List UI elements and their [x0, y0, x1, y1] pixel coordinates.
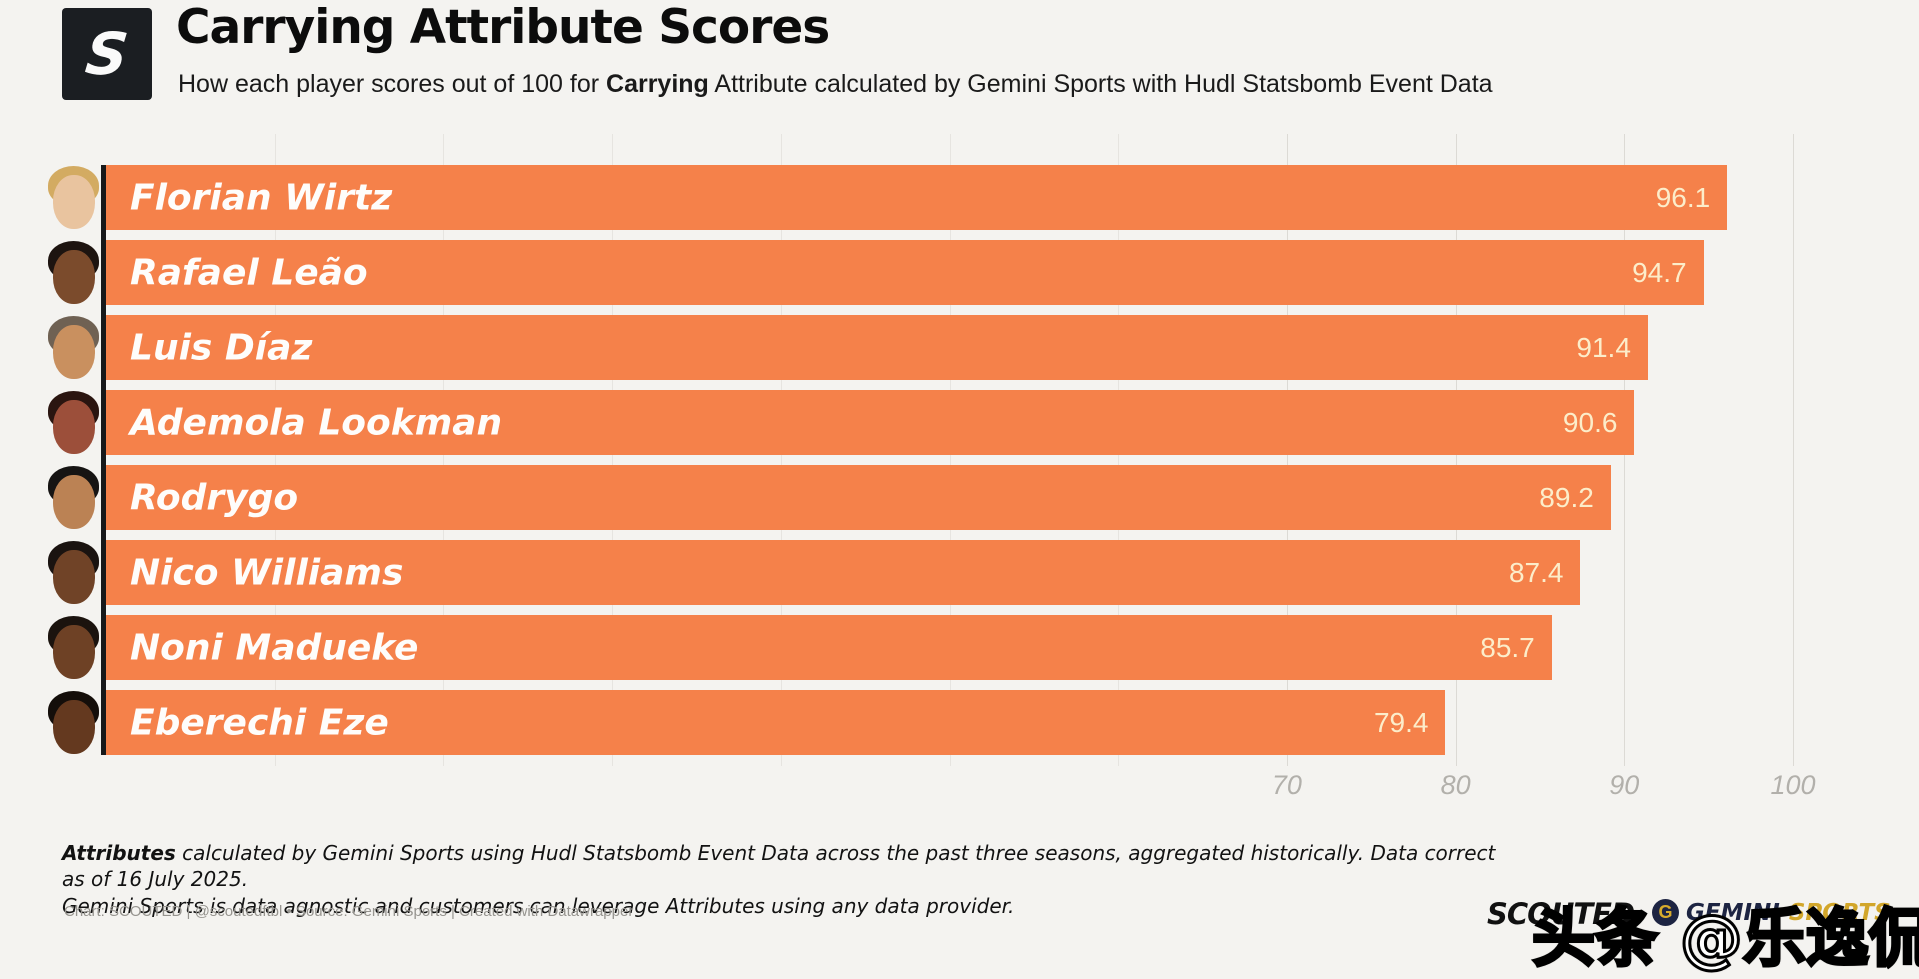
x-tick-label: 70 [1271, 770, 1302, 800]
x-tick-label: 80 [1440, 770, 1471, 800]
x-tick-label: 90 [1609, 770, 1640, 800]
scouted-logo-square: S [62, 8, 152, 100]
player-score-value: 90.6 [1562, 406, 1618, 438]
player-avatar [44, 241, 104, 307]
player-score-value: 91.4 [1576, 331, 1631, 363]
player-score-value: 94.7 [1632, 256, 1687, 288]
player-avatar [44, 541, 104, 607]
player-name-label: Rafael Leão [130, 252, 368, 293]
player-avatar [44, 316, 104, 382]
gemini-logo-name: GEMINI [1686, 899, 1780, 926]
player-avatar [44, 466, 104, 532]
player-name-label: Eberechi Eze [130, 702, 389, 743]
player-name-label: Rodrygo [130, 477, 299, 518]
player-avatar-face [53, 249, 95, 304]
player-score-value: 85.7 [1480, 631, 1535, 663]
player-score-value: 96.1 [1655, 181, 1711, 213]
score-bar: Luis Díaz 91.4 [106, 315, 1648, 380]
player-name-label: Florian Wirtz [130, 177, 393, 218]
player-name-label: Noni Madueke [130, 627, 419, 668]
bar-chart-plot: 70 80 90 100 Florian Wirtz 96.1 Rafael Leão… [0, 128, 1919, 808]
score-bar: Eberechi Eze 79.4 [106, 690, 1446, 755]
player-avatar-face [53, 549, 95, 604]
chart-subtitle: How each player scores out of 100 for Ca… [178, 70, 1493, 99]
player-avatar-face [53, 399, 95, 454]
score-bar: Noni Madueke 85.7 [106, 615, 1552, 680]
score-bar: Rafael Leão 94.7 [106, 240, 1704, 305]
gridline-100 [1793, 134, 1794, 766]
subtitle-prefix: How each player scores out of 100 for [178, 70, 607, 98]
x-tick-label: 100 [1770, 770, 1816, 800]
scouted-wordmark-logo: SCOUTED [1487, 897, 1635, 931]
player-name-label: Luis Díaz [130, 327, 313, 368]
page-title: Carrying Attribute Scores [176, 0, 830, 55]
toutiao-watermark: 头条 @乐逸侃球 [1531, 901, 1919, 977]
player-avatar-face [53, 324, 95, 379]
player-score-value: 79.4 [1373, 706, 1429, 738]
player-avatar-face [53, 474, 95, 529]
footnote-line-1: Attributes calculated by Gemini Sports u… [62, 840, 1522, 893]
subtitle-keyword: Carrying [606, 70, 709, 98]
player-score-value: 87.4 [1508, 556, 1564, 588]
player-avatar-face [53, 699, 95, 754]
footnote-bold-word: Attributes [62, 841, 176, 865]
score-bar: Nico Williams 87.4 [106, 540, 1581, 605]
score-bar: Ademola Lookman 90.6 [106, 390, 1635, 455]
chart-attribution: Chart: SCOUTED | @scoutedftbl • Source: … [64, 903, 634, 920]
axis-zero-line [101, 165, 106, 755]
player-name-label: Ademola Lookman [130, 402, 503, 443]
subtitle-suffix: Attribute calculated by Gemini Sports wi… [708, 70, 1493, 98]
gemini-sports-logo: G GEMINI SPORTS [1652, 899, 1891, 926]
footnote-line-1-text: calculated by Gemini Sports using Hudl S… [62, 841, 1496, 892]
player-score-value: 89.2 [1539, 481, 1594, 513]
footnotes: Attributes calculated by Gemini Sports u… [62, 840, 1522, 919]
player-avatar [44, 391, 104, 457]
player-avatar-face [53, 174, 95, 229]
footnote-line-2: Gemini Sports is data agnostic and custo… [62, 893, 1015, 918]
player-avatar-face [53, 624, 95, 679]
player-avatar [44, 616, 104, 682]
player-name-label: Nico Williams [130, 552, 404, 593]
gemini-g-icon: G [1652, 899, 1679, 926]
player-avatar [44, 691, 104, 757]
score-bar: Rodrygo 89.2 [106, 465, 1611, 530]
gemini-logo-sports: SPORTS [1788, 899, 1891, 926]
score-bar: Florian Wirtz 96.1 [106, 165, 1728, 230]
scouted-logo-letter: S [82, 20, 132, 88]
player-avatar [44, 166, 104, 232]
